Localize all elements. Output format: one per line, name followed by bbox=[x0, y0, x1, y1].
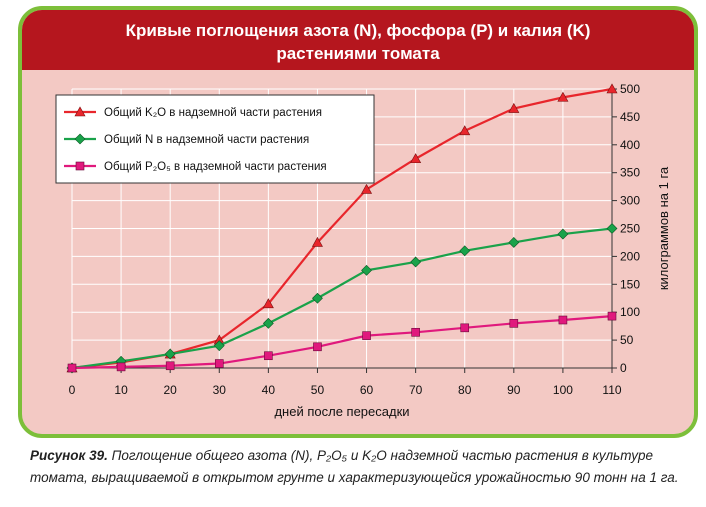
y-tick-label: 100 bbox=[620, 305, 640, 319]
data-point-diamond bbox=[213, 340, 225, 352]
data-point-square bbox=[116, 362, 126, 372]
x-tick-label: 30 bbox=[213, 383, 227, 397]
data-point-triangle bbox=[508, 102, 520, 113]
series-line-diamond bbox=[71, 227, 613, 370]
x-tick-label: 100 bbox=[553, 383, 573, 397]
data-point-square bbox=[460, 323, 470, 333]
y-axis-title: килограммов на 1 га bbox=[656, 166, 671, 290]
legend-marker-square bbox=[75, 161, 85, 171]
data-point-square bbox=[264, 351, 273, 361]
x-tick-label: 80 bbox=[458, 383, 472, 397]
y-tick-label: 300 bbox=[620, 194, 640, 208]
series-line-square bbox=[71, 315, 613, 370]
data-point-square bbox=[214, 359, 224, 368]
legend-marker-triangle bbox=[74, 106, 86, 117]
y-tick-label: 50 bbox=[620, 333, 634, 347]
chart-title-line-2: растениями томата bbox=[276, 44, 440, 63]
data-point-diamond bbox=[410, 256, 422, 268]
x-tick-label: 90 bbox=[507, 383, 521, 397]
y-tick-label: 400 bbox=[620, 138, 640, 152]
caption-text-line-1: Поглощение общего азота (N), P₂O₅ и K₂O … bbox=[107, 448, 653, 463]
data-point-triangle bbox=[557, 91, 569, 102]
legend-label: Общий P₂O₅ в надземной части растения bbox=[104, 161, 327, 173]
data-point-diamond bbox=[508, 237, 520, 248]
data-point-diamond bbox=[164, 348, 176, 360]
data-point-diamond bbox=[312, 292, 323, 304]
chart-frame: Кривые поглощения азота (N), фосфора (P)… bbox=[18, 6, 698, 438]
y-tick-label: 200 bbox=[620, 249, 640, 263]
data-point-triangle bbox=[361, 183, 373, 194]
data-point-square bbox=[411, 327, 420, 337]
caption-text-line-2: томата, выращиваемой в открытом грунте и… bbox=[30, 470, 679, 485]
line-chart: 0 50 100 150 200 250 300 350 400 450 500 0 10 20 30 40 5… bbox=[55, 82, 671, 419]
y-tick-label: 0 bbox=[620, 361, 627, 375]
data-point-square bbox=[607, 311, 617, 321]
y-tick-label: 500 bbox=[620, 82, 640, 96]
x-tick-label: 70 bbox=[409, 383, 423, 397]
data-point-triangle bbox=[606, 83, 618, 94]
x-tick-label: 20 bbox=[164, 383, 178, 397]
data-point-diamond bbox=[262, 317, 274, 329]
data-point-square bbox=[509, 319, 519, 328]
x-tick-label: 60 bbox=[360, 383, 374, 397]
data-point-diamond bbox=[361, 264, 372, 276]
data-point-square bbox=[558, 315, 568, 325]
x-tick-label: 10 bbox=[114, 383, 128, 397]
data-point-square bbox=[165, 361, 175, 371]
legend-label: Общий K₂O в надземной части растения bbox=[104, 107, 322, 119]
y-tick-label: 250 bbox=[620, 222, 640, 236]
data-point-triangle bbox=[311, 236, 323, 247]
x-tick-label: 50 bbox=[311, 383, 325, 397]
y-tick-label: 350 bbox=[620, 166, 640, 180]
legend-box bbox=[55, 94, 375, 184]
data-point-diamond bbox=[557, 228, 569, 240]
data-point-square bbox=[67, 363, 77, 373]
x-tick-label: 110 bbox=[602, 383, 621, 397]
x-tick-label: 40 bbox=[262, 383, 276, 397]
data-point-diamond bbox=[606, 223, 618, 234]
data-point-diamond bbox=[459, 245, 471, 257]
chart-title-band: Кривые поглощения азота (N), фосфора (P)… bbox=[22, 10, 694, 70]
x-axis-title: дней после пересадки bbox=[274, 404, 409, 419]
x-tick-label: 0 bbox=[69, 383, 76, 397]
y-tick-label: 150 bbox=[620, 277, 640, 291]
caption-label: Рисунок 39. bbox=[30, 448, 108, 463]
data-point-triangle bbox=[459, 125, 471, 136]
data-point-triangle bbox=[410, 153, 422, 164]
legend-marker-diamond bbox=[74, 133, 86, 145]
data-point-square bbox=[313, 342, 322, 352]
data-point-triangle bbox=[262, 298, 274, 309]
figure-caption: Рисунок 39. Поглощение общего азота (N),… bbox=[30, 445, 690, 489]
y-tick-label: 450 bbox=[620, 110, 640, 124]
data-point-square bbox=[362, 331, 371, 340]
legend-label: Общий N в надземной части растения bbox=[104, 134, 309, 146]
chart-title-line-1: Кривые поглощения азота (N), фосфора (P)… bbox=[125, 21, 591, 40]
